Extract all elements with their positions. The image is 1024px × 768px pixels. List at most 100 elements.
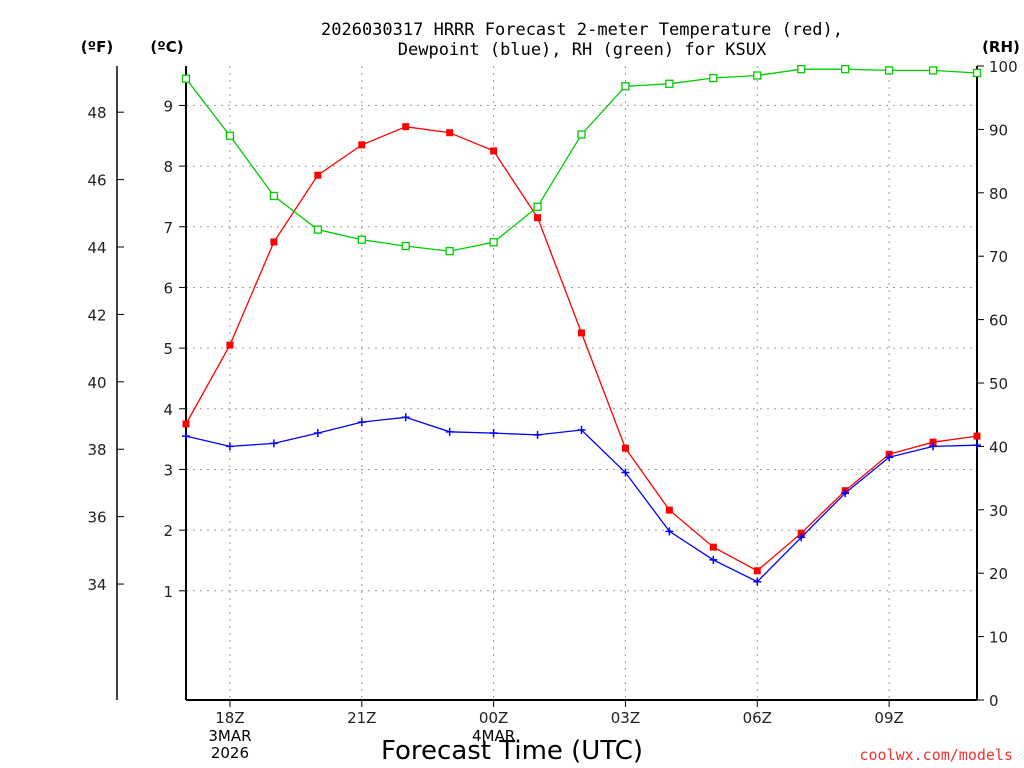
rh-tick-label: 20	[989, 565, 1008, 583]
fahrenheit-tick-label: 42	[87, 306, 106, 324]
temperature-point	[797, 529, 805, 537]
rh-tick-label: 50	[989, 375, 1008, 393]
dewpoint-point	[313, 429, 322, 438]
rh-point	[533, 202, 542, 211]
rh-point	[225, 131, 235, 140]
rh-point	[928, 66, 938, 75]
data-series	[181, 65, 982, 586]
rh-point	[401, 241, 410, 251]
temperature-point	[226, 341, 234, 349]
temperature-point	[446, 129, 454, 137]
dewpoint-point	[709, 555, 718, 564]
celsius-unit-label: (ºC)	[150, 38, 183, 56]
x-tick-label: 03Z	[611, 709, 640, 727]
rh-tick-label: 40	[989, 438, 1008, 456]
fahrenheit-unit-label: (ºF)	[81, 38, 113, 56]
rh-point	[841, 65, 850, 74]
rh-point	[753, 71, 762, 80]
dewpoint-point	[841, 489, 850, 498]
dewpoint-point	[225, 442, 234, 451]
fahrenheit-tick-label: 44	[87, 239, 106, 257]
dewpoint-point	[797, 533, 806, 542]
dewpoint-point	[621, 468, 630, 477]
temperature-point	[534, 214, 542, 222]
dewpoint-point	[182, 432, 190, 441]
temperature-point	[665, 506, 673, 514]
rh-tick-label: 90	[989, 121, 1008, 139]
celsius-tick-label: 1	[163, 583, 173, 601]
temperature-point	[182, 420, 190, 428]
rh-point	[621, 82, 630, 91]
celsius-tick-label: 5	[163, 340, 173, 358]
grid-lines	[186, 66, 977, 700]
rh-point	[884, 66, 894, 75]
dewpoint-point	[929, 442, 938, 451]
dewpoint-point	[269, 439, 278, 448]
dewpoint-point	[577, 426, 586, 435]
rh-unit-label: (RH)	[982, 38, 1020, 56]
temperature-point	[578, 329, 585, 337]
rh-point	[709, 73, 718, 83]
rh-point	[313, 225, 322, 234]
celsius-tick-label: 3	[163, 461, 173, 479]
rh-point	[665, 79, 674, 88]
dewpoint-point	[357, 418, 366, 427]
rh-line	[185, 68, 978, 252]
rh-tick-label: 60	[989, 312, 1008, 330]
date-label: 4MAR	[472, 727, 515, 745]
dewpoint-point	[445, 427, 454, 436]
rh-point	[445, 246, 454, 256]
fahrenheit-tick-label: 34	[87, 576, 106, 594]
dewpoint-point	[489, 429, 498, 438]
chart-title-line-1: 2026030317 HRRR Forecast 2-meter Tempera…	[321, 20, 843, 40]
rh-point	[357, 235, 366, 244]
rh-point	[181, 74, 191, 83]
x-tick-label: 09Z	[874, 709, 903, 727]
celsius-tick-label: 4	[163, 401, 173, 419]
rh-tick-label: 0	[989, 692, 999, 710]
celsius-tick-label: 8	[163, 158, 173, 176]
temperature-point	[402, 123, 410, 131]
dewpoint-point	[401, 413, 410, 422]
x-tick-label: 21Z	[347, 709, 376, 727]
temperature-point	[973, 432, 981, 440]
fahrenheit-tick-label: 36	[87, 509, 106, 527]
fahrenheit-tick-label: 48	[87, 104, 106, 122]
date-label: 3MAR	[208, 727, 251, 745]
rh-point	[489, 238, 498, 247]
fahrenheit-tick-label: 46	[87, 172, 106, 190]
dewpoint-point	[665, 527, 674, 536]
rh-point	[797, 65, 806, 74]
x-tick-label: 18Z	[215, 709, 244, 727]
temperature-point	[929, 438, 937, 446]
temperature-point	[270, 238, 278, 246]
x-tick-label: 06Z	[743, 709, 772, 727]
rh-point	[269, 191, 279, 201]
chart-title-line-2: Dewpoint (blue), RH (green) for KSUX	[398, 40, 767, 60]
dewpoint-point	[885, 453, 894, 462]
temperature-point	[358, 141, 366, 149]
temperature-point	[490, 147, 498, 155]
rh-tick-label: 80	[989, 185, 1008, 203]
dewpoint-line	[185, 416, 978, 583]
date-label: 2026	[211, 744, 249, 762]
x-tick-label: 00Z	[479, 709, 508, 727]
rh-tick-label: 30	[989, 502, 1008, 520]
temperature-point	[753, 567, 761, 575]
celsius-tick-label: 9	[163, 97, 173, 115]
rh-point	[577, 130, 586, 139]
rh-tick-label: 10	[989, 629, 1008, 647]
temperature-point	[314, 171, 322, 179]
axes	[116, 65, 984, 707]
temperature-point	[621, 444, 629, 452]
rh-tick-label: 100	[989, 58, 1018, 76]
dewpoint-point	[753, 577, 762, 586]
celsius-tick-label: 6	[163, 279, 173, 297]
dewpoint-point	[533, 430, 542, 439]
celsius-tick-label: 2	[163, 522, 173, 540]
fahrenheit-tick-label: 38	[87, 441, 106, 459]
temperature-line	[185, 126, 978, 572]
celsius-tick-label: 7	[163, 219, 173, 237]
rh-tick-label: 70	[989, 248, 1008, 266]
